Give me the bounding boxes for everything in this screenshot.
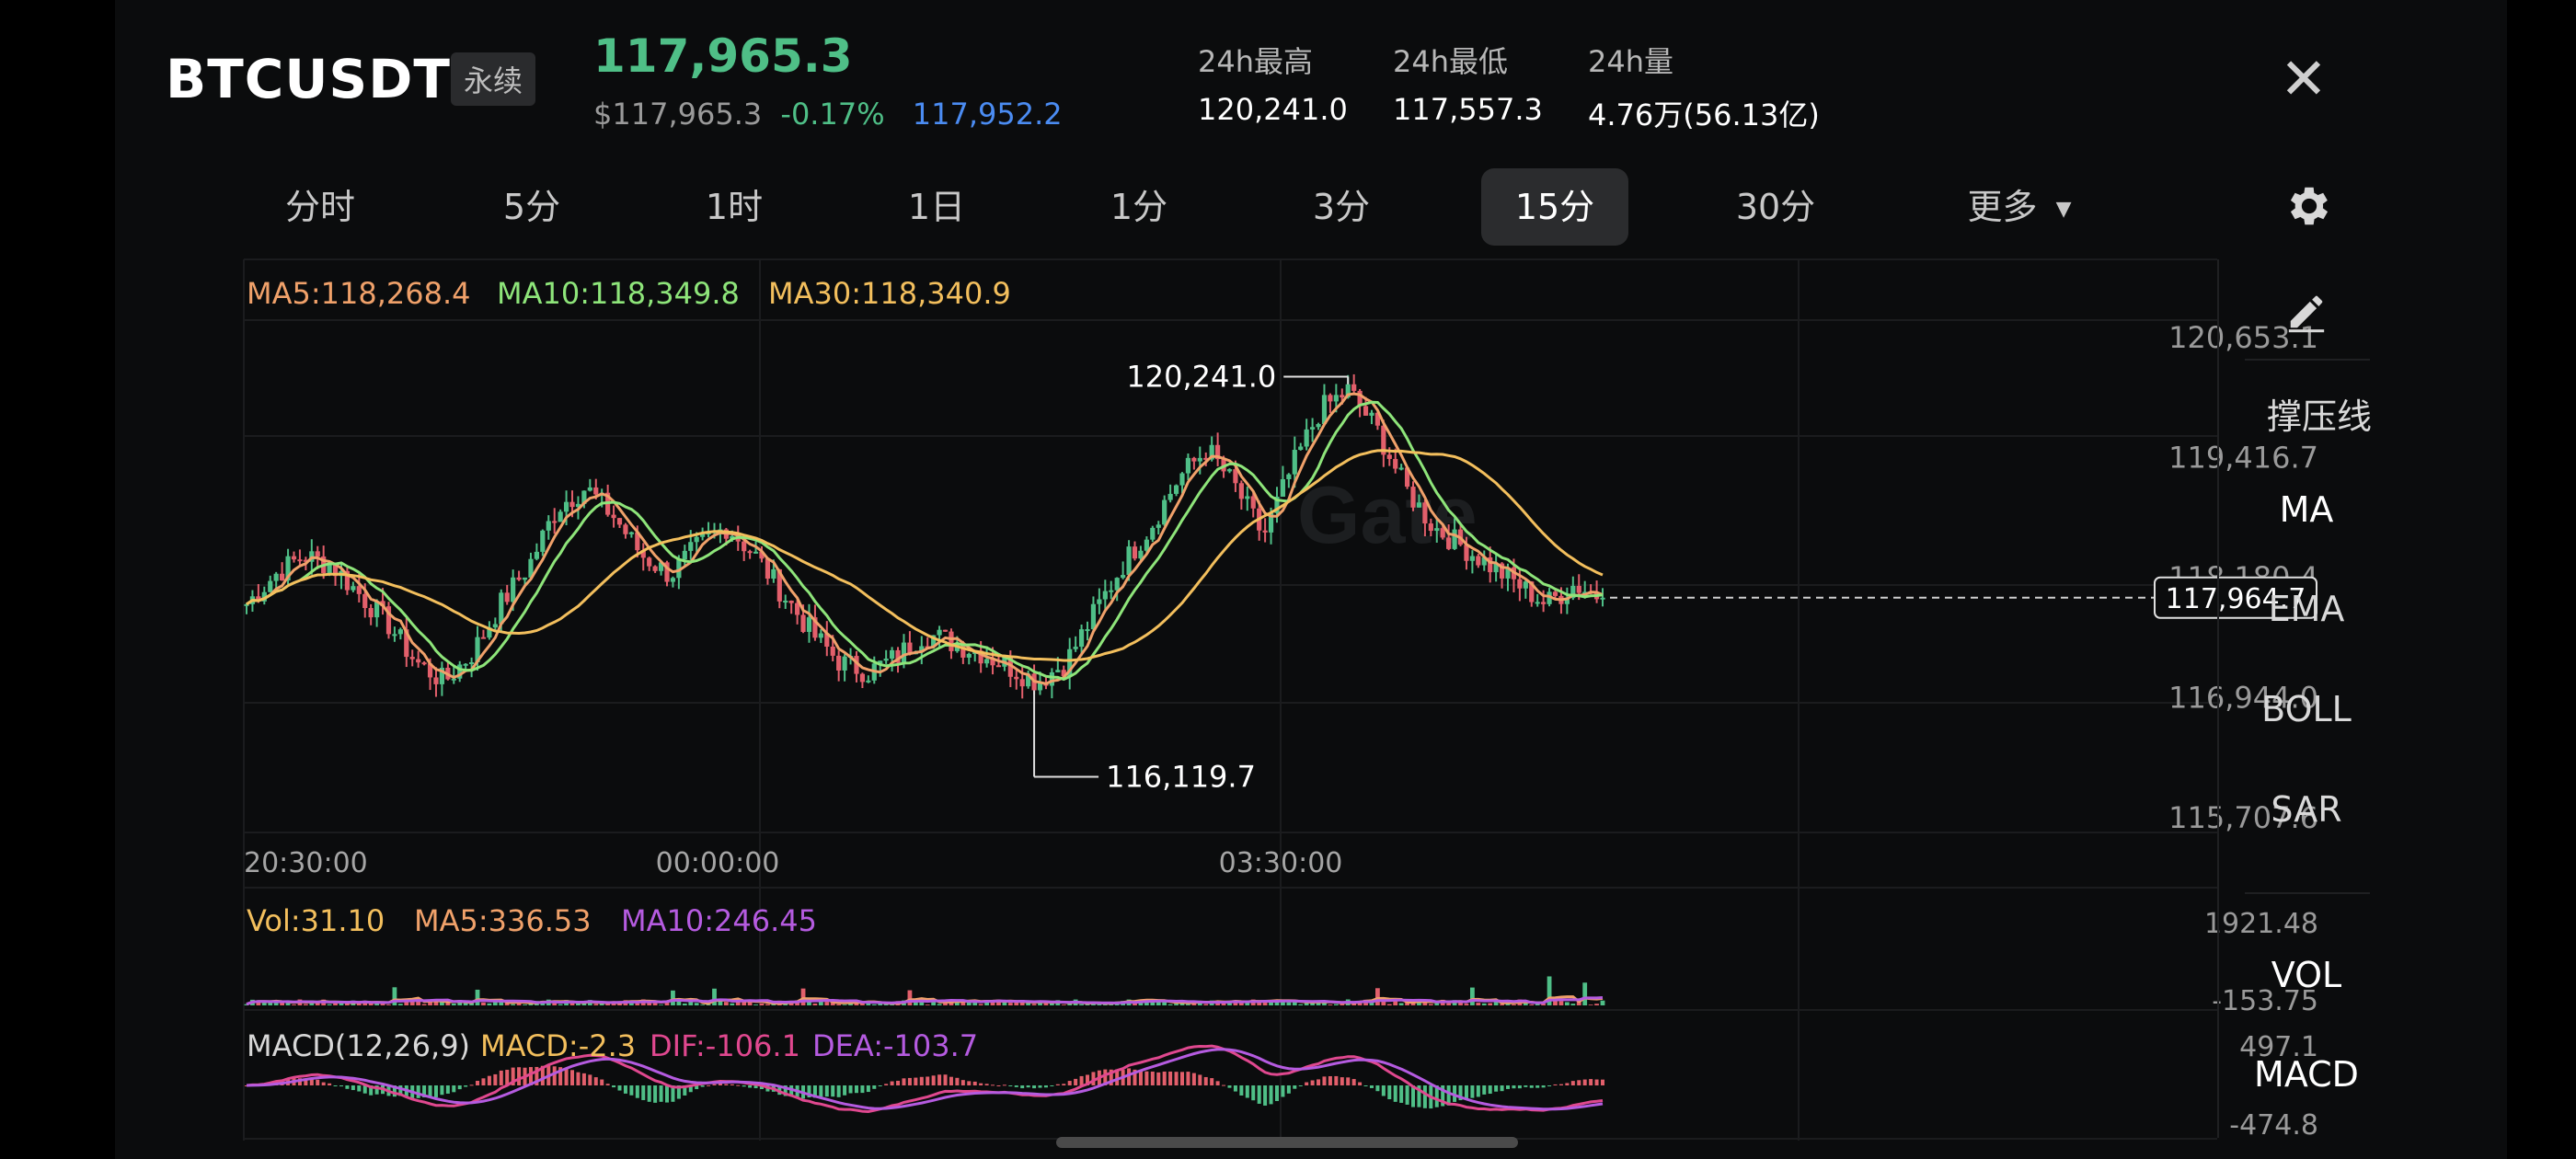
- sidebar-item-boll[interactable]: BOLL: [2261, 689, 2352, 729]
- macd-value: MACD:-2.3: [480, 1028, 637, 1063]
- tab-1m[interactable]: 1分: [1110, 187, 1168, 227]
- tab-15m[interactable]: 15分: [1481, 168, 1628, 246]
- gear-icon[interactable]: [2283, 180, 2335, 232]
- tab-more-label: 更多: [1967, 187, 2038, 227]
- tab-5m[interactable]: 5分: [502, 187, 561, 227]
- pencil-icon[interactable]: [2285, 291, 2328, 333]
- dif-value: DIF:-106.1: [650, 1028, 800, 1063]
- vol-ma5-legend: MA5:336.53: [414, 903, 592, 938]
- stat-label: 24h最低: [1393, 44, 1509, 79]
- dea-value: DEA:-103.7: [812, 1028, 979, 1063]
- stat-value: 120,241.0: [1198, 92, 1348, 127]
- stat-24h-low: 24h最低 117,557.3: [1393, 39, 1543, 127]
- contract-type-badge: 永续: [451, 52, 536, 106]
- sidebar-item-ma[interactable]: MA: [2279, 489, 2334, 530]
- sidebar-item-support-resistance[interactable]: 撑压线: [2266, 396, 2372, 437]
- vol-ma10-legend: MA10:246.45: [621, 903, 817, 938]
- sidebar-divider: [2245, 359, 2370, 361]
- stat-value: 117,557.3: [1393, 92, 1543, 127]
- macd-name: MACD(12,26,9): [247, 1028, 471, 1063]
- chart-scrollbar[interactable]: [1056, 1137, 1518, 1148]
- stat-value: 4.76万(56.13亿): [1588, 98, 1820, 132]
- last-price: 117,965.3: [593, 29, 853, 83]
- tab-30m[interactable]: 30分: [1735, 187, 1816, 227]
- stat-24h-volume: 24h量 4.76万(56.13亿): [1588, 39, 1820, 134]
- price-subrow: $117,965.3 -0.17% 117,952.2: [593, 97, 1063, 132]
- ma5-legend: MA5:118,268.4: [247, 276, 471, 311]
- sidebar-divider: [2245, 892, 2370, 894]
- tab-more[interactable]: 更多 ▼: [1950, 168, 2088, 246]
- sidebar-item-vol[interactable]: VOL: [2271, 955, 2342, 995]
- tab-1d[interactable]: 1日: [907, 187, 966, 227]
- stat-label: 24h量: [1588, 44, 1674, 79]
- vol-legend: Vol:31.10: [247, 903, 385, 938]
- indicator-sidebar: 撑压线 MA EMA BOLL SAR VOL MACD: [2217, 259, 2394, 1138]
- ma30-legend: MA30:118,340.9: [768, 276, 1011, 311]
- tab-timeline[interactable]: 分时: [284, 187, 355, 227]
- mark-price: 117,952.2: [912, 97, 1063, 132]
- sidebar-item-macd[interactable]: MACD: [2254, 1054, 2359, 1095]
- caret-down-icon: ▼: [2055, 197, 2072, 221]
- ma10-legend: MA10:118,349.8: [497, 276, 740, 311]
- close-icon[interactable]: ✕: [2280, 45, 2328, 112]
- change-percent: -0.17%: [780, 97, 885, 132]
- stat-label: 24h最高: [1198, 44, 1314, 79]
- tab-1h[interactable]: 1时: [705, 187, 764, 227]
- sidebar-item-sar[interactable]: SAR: [2271, 789, 2342, 830]
- sidebar-item-ema[interactable]: EMA: [2268, 589, 2345, 629]
- tab-3m[interactable]: 3分: [1312, 187, 1371, 227]
- stat-24h-high: 24h最高 120,241.0: [1198, 39, 1348, 127]
- symbol-title: BTCUSDT: [166, 48, 451, 110]
- usd-price: $117,965.3: [593, 97, 763, 132]
